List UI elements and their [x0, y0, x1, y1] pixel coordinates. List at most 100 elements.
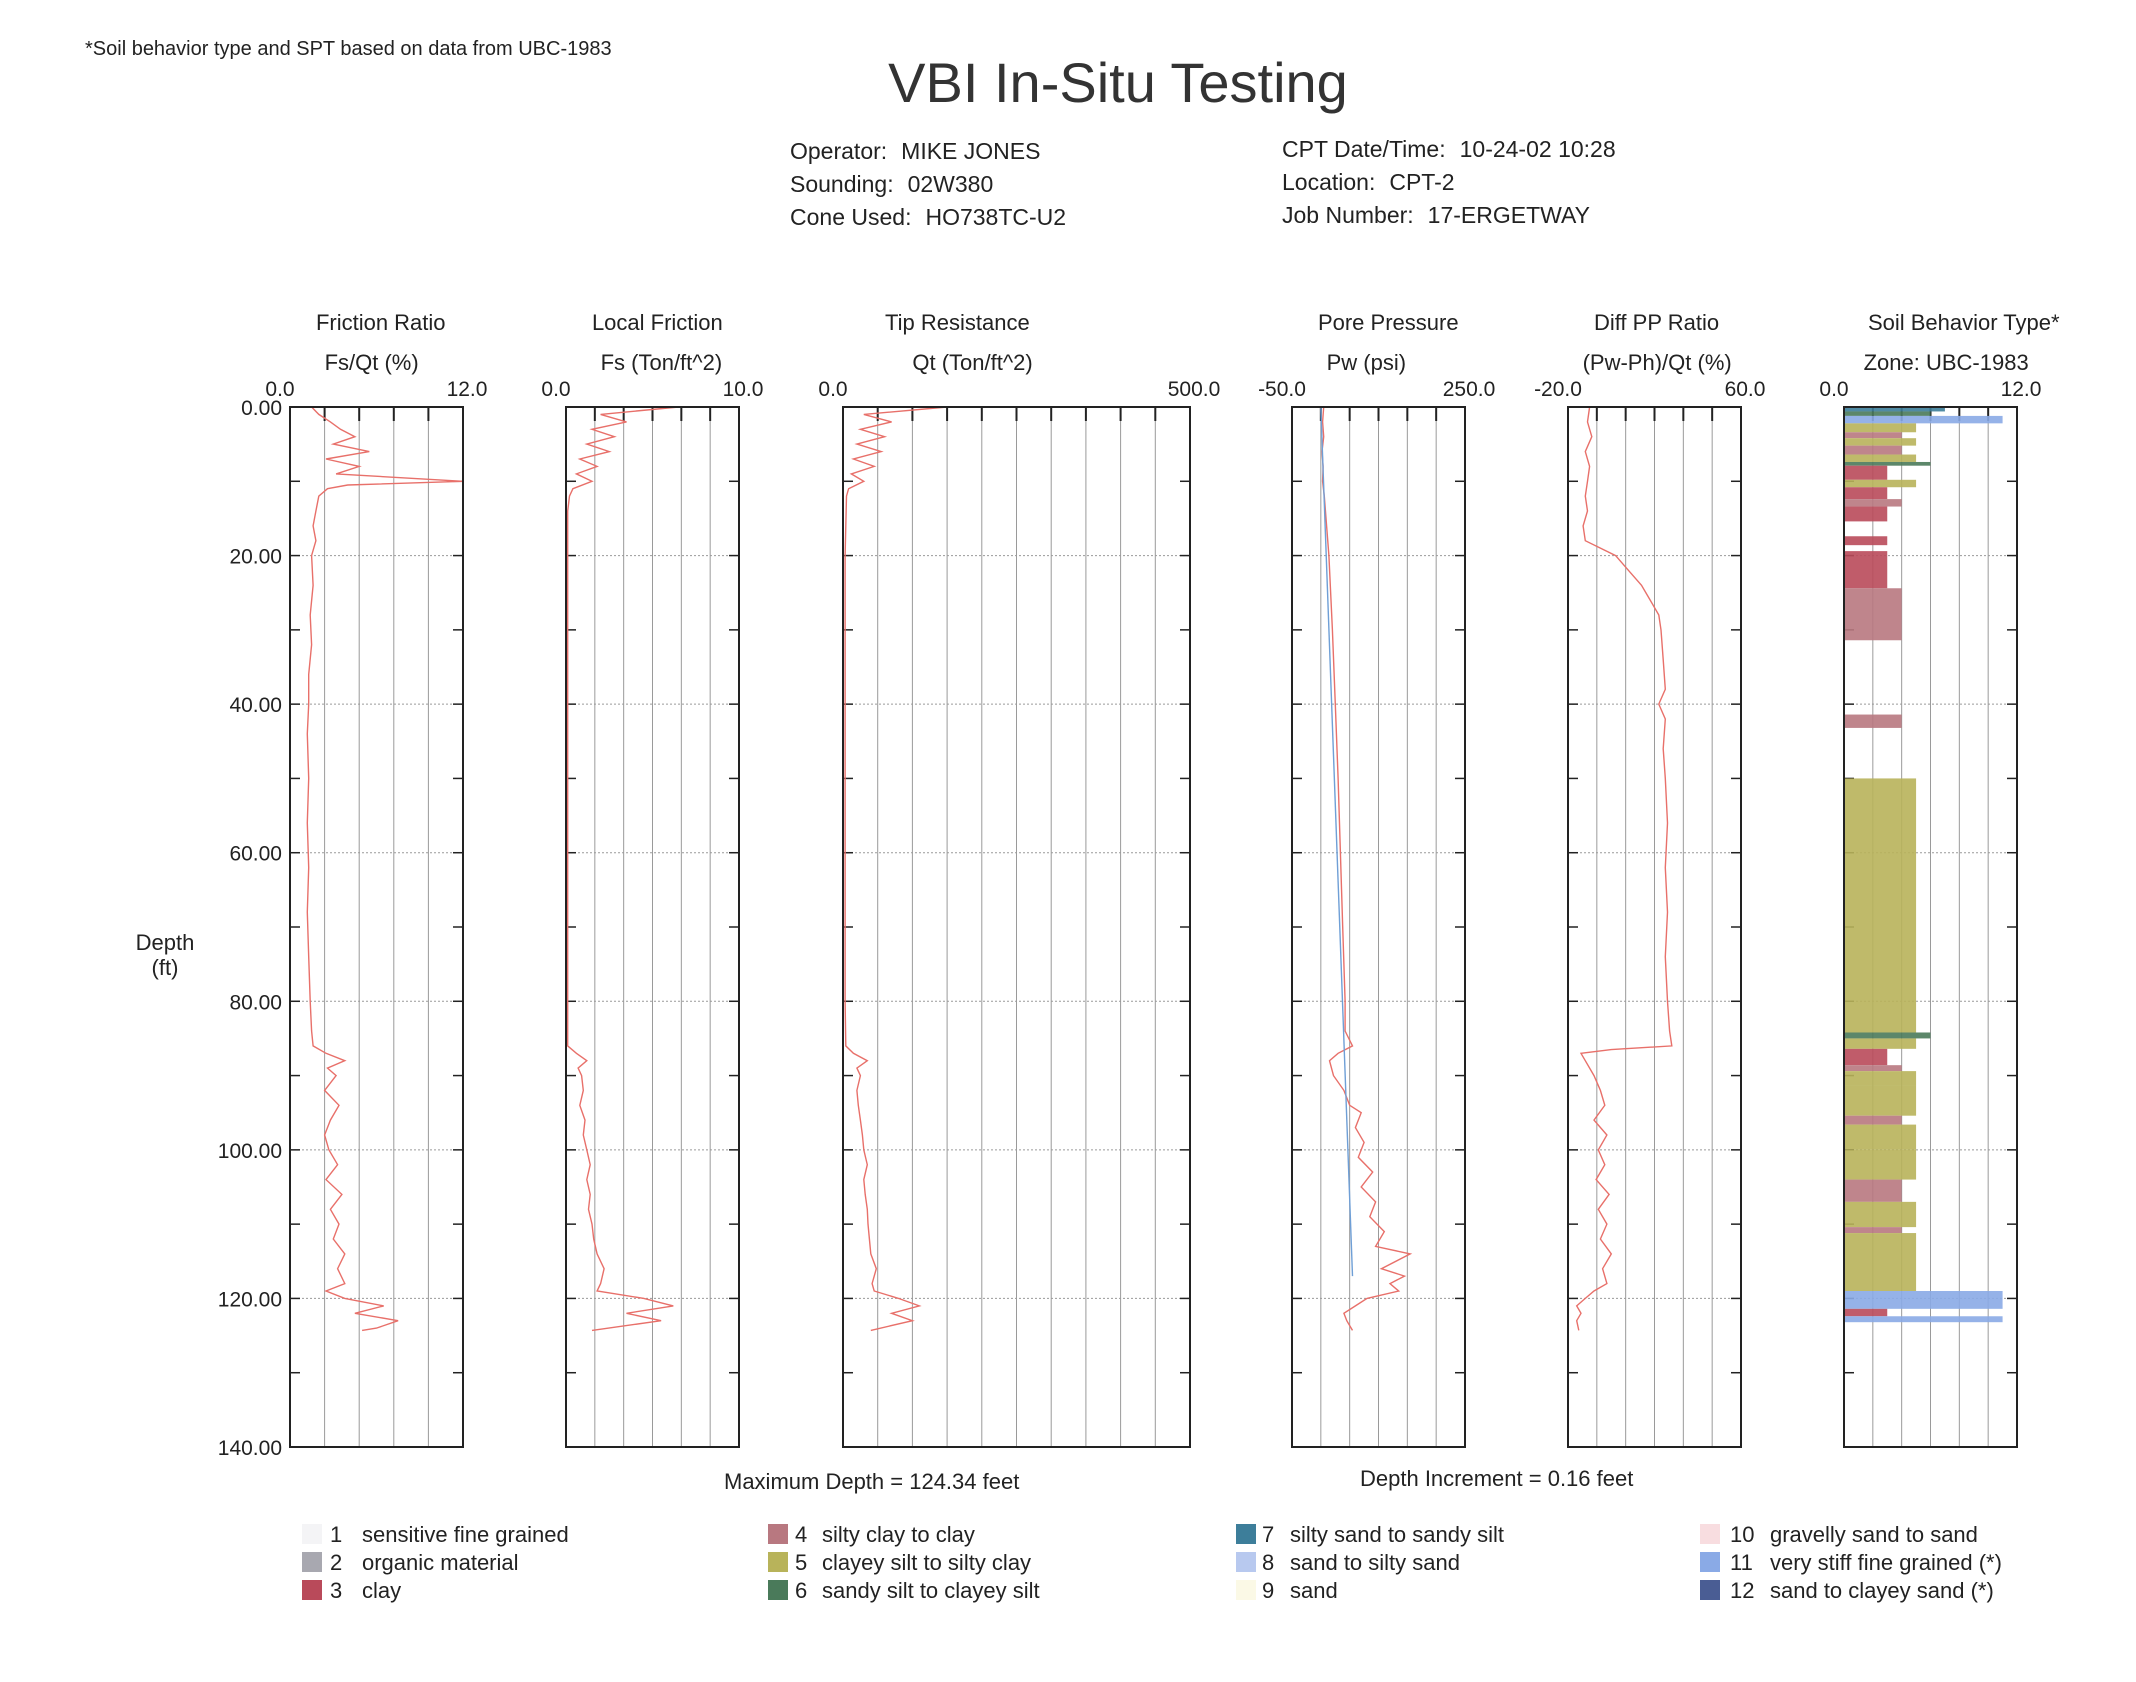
legend-label: clayey silt to silty clay — [822, 1550, 1032, 1575]
panel-xmax-label: 10.0 — [723, 378, 764, 401]
soil-layer-bar — [1845, 1038, 1917, 1049]
cone-row: Cone Used: HO738TC-U2 — [790, 204, 1066, 231]
operator-row: Operator: MIKE JONES — [790, 138, 1040, 165]
panel-xlabel: Qt (Ton/ft^2) — [912, 350, 1032, 375]
operator-label: Operator: — [790, 138, 888, 164]
depth-tick-label: 100.00 — [218, 1140, 282, 1163]
datetime-label: CPT Date/Time: — [1282, 136, 1446, 162]
soil-layer-bar — [1845, 1179, 1902, 1202]
legend-swatch — [1700, 1552, 1720, 1572]
panel-frame — [289, 406, 464, 1448]
panel-title: Tip Resistance — [885, 310, 1030, 335]
depth-increment-text: Depth Increment = 0.16 feet — [1360, 1466, 1634, 1491]
location-row: Location: CPT-2 — [1282, 169, 1455, 196]
soil-layer-bar — [1845, 454, 1917, 462]
legend-label: clay — [362, 1578, 402, 1603]
depth-tick-label: 120.00 — [218, 1288, 282, 1311]
cone-label: Cone Used: — [790, 204, 912, 230]
panel-xmin-label: 0.0 — [1819, 378, 1848, 401]
measurement-trace — [306, 406, 464, 1332]
legend-number: 3 — [330, 1578, 343, 1603]
sounding-row: Sounding: 02W380 — [790, 171, 993, 198]
legend-label: silty sand to sandy silt — [1290, 1522, 1504, 1547]
soil-layer-bar — [1845, 445, 1902, 455]
measurement-trace — [567, 406, 679, 1332]
depth-axis-label: Depth — [136, 930, 195, 955]
soil-layer-bar — [1845, 1032, 1931, 1039]
legend-label: very stiff fine grained (*) — [1770, 1550, 2002, 1575]
soil-layer-bar — [1845, 551, 1888, 589]
panel-frame — [565, 406, 740, 1448]
legend-label: sand to silty sand — [1290, 1550, 1460, 1575]
legend-swatch — [768, 1524, 788, 1544]
legend-number: 4 — [795, 1522, 808, 1547]
soil-layer-bar — [1845, 1308, 1888, 1317]
datetime-row: CPT Date/Time: 10-24-02 10:28 — [1282, 136, 1616, 163]
datetime-value: 10-24-02 10:28 — [1459, 136, 1616, 162]
soil-layer-bar — [1845, 1227, 1902, 1234]
panel-title: Pore Pressure — [1318, 310, 1459, 335]
soil-layer-bar — [1845, 1071, 1917, 1086]
measurement-trace — [1575, 406, 1673, 1331]
soil-layer-bar — [1845, 506, 1888, 522]
panel-xlabel: Zone: UBC-1983 — [1864, 350, 2029, 375]
soil-layer-bar — [1845, 1124, 1917, 1150]
legend-number: 7 — [1262, 1522, 1275, 1547]
legend-label: gravelly sand to sand — [1770, 1522, 1978, 1547]
soil-layer-bar — [1845, 487, 1888, 500]
panel-title: Friction Ratio — [316, 310, 446, 335]
depth-tick-label: 80.00 — [229, 991, 282, 1014]
legend-number: 6 — [795, 1578, 808, 1603]
legend-swatch — [1236, 1580, 1256, 1600]
job-row: Job Number: 17-ERGETWAY — [1282, 202, 1590, 229]
depth-tick-label: 20.00 — [229, 546, 282, 569]
soil-layer-bar — [1845, 499, 1902, 507]
sounding-value: 02W380 — [907, 171, 994, 197]
panel-xmin-label: 0.0 — [818, 378, 847, 401]
soil-layer-bar — [1845, 479, 1917, 488]
legend-label: organic material — [362, 1550, 519, 1575]
soil-layer-bar — [1845, 778, 1917, 1033]
legend-swatch — [1236, 1524, 1256, 1544]
cone-value: HO738TC-U2 — [925, 204, 1067, 230]
operator-value: MIKE JONES — [901, 138, 1041, 164]
legend-label: sandy silt to clayey silt — [822, 1578, 1040, 1603]
legend-number: 1 — [330, 1522, 343, 1547]
soil-layer-bar — [1845, 588, 1902, 641]
panel-title: Local Friction — [592, 310, 723, 335]
soil-layer-bar — [1845, 438, 1917, 446]
panel-xmax-label: 12.0 — [447, 378, 488, 401]
soil-layer-bar — [1845, 1201, 1917, 1228]
soil-layer-bar — [1845, 461, 1931, 466]
panel-xmax-label: 60.0 — [1725, 378, 1766, 401]
soil-layer-bar — [1845, 1316, 2003, 1323]
legend-number: 10 — [1730, 1522, 1755, 1547]
panel-frame — [1843, 406, 2018, 1448]
job-label: Job Number: — [1282, 202, 1414, 228]
panel-title: Diff PP Ratio — [1594, 310, 1719, 335]
soil-layer-bar — [1845, 1149, 1917, 1180]
soil-layer-bar — [1845, 714, 1902, 728]
legend-swatch — [1236, 1552, 1256, 1572]
job-value: 17-ERGETWAY — [1427, 202, 1590, 228]
legend-swatch — [1700, 1580, 1720, 1600]
panel-xmax-label: 500.0 — [1168, 378, 1221, 401]
legend-number: 8 — [1262, 1550, 1275, 1575]
panel-frame — [1291, 406, 1466, 1448]
soil-layer-bar — [1845, 465, 1888, 480]
panel-xmin-label: -50.0 — [1258, 378, 1306, 401]
soil-layer-bar — [1845, 411, 1931, 416]
soil-layer-bar — [1845, 1115, 1902, 1125]
panel-title: Soil Behavior Type* — [1868, 310, 2060, 335]
panel-xlabel: Fs (Ton/ft^2) — [601, 350, 723, 375]
hydrostatic-line — [1320, 406, 1354, 1277]
panel-xmax-label: 12.0 — [2001, 378, 2042, 401]
depth-tick-label: 140.00 — [218, 1437, 282, 1460]
soil-layer-bar — [1845, 536, 1888, 546]
max-depth-text: Maximum Depth = 124.34 feet — [724, 1469, 1020, 1494]
location-value: CPT-2 — [1389, 169, 1455, 195]
soil-layer-bar — [1845, 1291, 2003, 1309]
soil-layer-bar — [1845, 1233, 1917, 1291]
legend-number: 5 — [795, 1550, 808, 1575]
panel-xmin-label: 0.0 — [265, 378, 294, 401]
